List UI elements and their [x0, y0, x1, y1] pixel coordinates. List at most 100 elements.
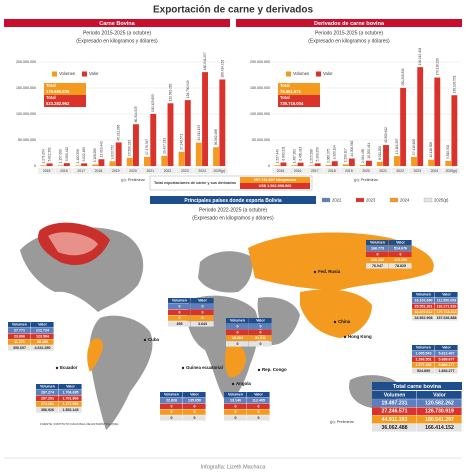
chart-note: (p): Preliminar — [121, 178, 146, 182]
table-cell — [412, 362, 435, 368]
bar — [394, 156, 400, 166]
table-value: 120.582.262 — [425, 400, 454, 406]
table-header-cell — [417, 391, 462, 399]
table-cell — [191, 315, 214, 321]
legend-swatch — [355, 197, 365, 203]
bar — [308, 165, 315, 166]
table-header: Valor — [442, 293, 451, 297]
chart-subtitle: (Expresado en kilogramos y dólares) — [76, 38, 158, 44]
table-value: 19.497.231 — [382, 400, 408, 406]
table-value: 1.471.986 — [63, 402, 79, 406]
chart-title: Derivados de carne bovina — [314, 21, 385, 27]
total-label: 179.680.036 — [46, 89, 70, 94]
bar-value-label: 100.123.655 — [151, 94, 155, 112]
bar-value-label: 17.476.347 — [145, 139, 149, 155]
legend-label: Valor — [323, 71, 333, 76]
table-cell — [435, 362, 458, 368]
bar — [383, 145, 389, 166]
table-cell — [183, 415, 206, 421]
bar — [144, 156, 150, 166]
section-title: Principales países donde exporta Bolivia — [184, 198, 281, 204]
x-tick-box — [272, 168, 289, 174]
table-cell — [224, 415, 247, 421]
bar — [280, 162, 287, 166]
table-header: Volumen — [164, 393, 179, 397]
table-value: 0 — [202, 316, 204, 320]
table-cell — [366, 251, 389, 257]
legend-swatch — [321, 197, 331, 203]
table-cell — [435, 297, 458, 304]
total-label: Total — [280, 95, 290, 100]
table-value: 390.607 — [13, 346, 26, 350]
table-cell — [247, 415, 270, 421]
table-value: 0 — [377, 252, 379, 256]
table-value: 0 — [237, 342, 239, 346]
x-tick-label: 2023 — [181, 169, 189, 173]
table-value: 514.676 — [394, 246, 407, 250]
summary-value-box — [240, 183, 310, 189]
x-tick-box — [357, 168, 375, 174]
country-marker — [231, 382, 235, 386]
table-cell — [412, 297, 435, 304]
bar — [126, 157, 133, 166]
table-header-cell — [31, 322, 54, 328]
table-header: Volumen — [172, 299, 187, 303]
table-cell — [372, 415, 417, 424]
total-table-title: Total carne bovina — [393, 384, 442, 390]
table-cell — [168, 321, 191, 327]
table-value: 0 — [179, 304, 181, 308]
table-header: Valor — [38, 323, 47, 327]
table-cell — [8, 339, 31, 345]
table-cell — [224, 403, 247, 409]
bar — [115, 142, 122, 166]
chart-subtitle: Periodo 2015-2025 (a octubre) — [83, 30, 151, 36]
table-value: 0 — [194, 416, 196, 420]
peru-ecuador — [87, 338, 104, 372]
table-header-cell — [36, 384, 59, 390]
total-box — [44, 83, 86, 89]
bar-value-label: 1.215.288 — [309, 149, 313, 163]
panel-header — [4, 19, 230, 27]
bar — [417, 67, 424, 166]
table-value: 0 — [237, 330, 239, 334]
table-value: 22.828 — [166, 398, 177, 402]
table-value: 166.773 — [371, 246, 384, 250]
y-tick-label: 0 — [34, 164, 36, 168]
country-label: China — [338, 319, 351, 324]
table-value: 1.005.543 — [416, 351, 432, 355]
table-cell — [412, 315, 435, 321]
table-cell — [435, 350, 458, 357]
x-tick-label: 2020 — [129, 169, 137, 173]
table-value: 287.291 — [41, 396, 54, 400]
country-label: Angola — [236, 381, 251, 386]
table-cell — [160, 397, 183, 404]
legend-label: 2025(p) — [434, 198, 449, 203]
bar-value-label: 13.010.442 — [99, 141, 103, 157]
table-value: 413.290 — [394, 258, 407, 262]
country-label: Rep. Congo — [262, 367, 287, 372]
section-header — [150, 196, 316, 204]
chart-subtitle: Periodo 2015-2025 (a octubre) — [315, 30, 383, 36]
table-header: Valor — [198, 299, 207, 303]
x-tick-label: 2024 — [198, 169, 206, 173]
table-value: 1.552.145 — [63, 408, 79, 412]
total-label: Total — [46, 95, 56, 100]
table-cell — [226, 335, 249, 341]
bar — [445, 160, 452, 166]
x-tick-label: 2025(p) — [214, 169, 226, 173]
table-header: Volumen — [40, 385, 55, 389]
x-tick-box — [124, 168, 142, 174]
x-tick-box — [323, 168, 341, 174]
page-title: Exportación de carne y derivados — [153, 5, 313, 16]
table-value: 112.405 — [252, 398, 265, 402]
table-cell — [59, 401, 82, 407]
country-marker — [143, 338, 147, 342]
table-value: 23.896 — [14, 334, 25, 338]
bar — [314, 163, 321, 166]
bar — [202, 72, 209, 166]
total-box — [44, 101, 86, 107]
bar-value-label: 27.246.571 — [180, 134, 184, 150]
bar — [46, 163, 53, 166]
bar-value-label: 14.300.562 — [350, 140, 354, 156]
bar — [81, 163, 88, 166]
